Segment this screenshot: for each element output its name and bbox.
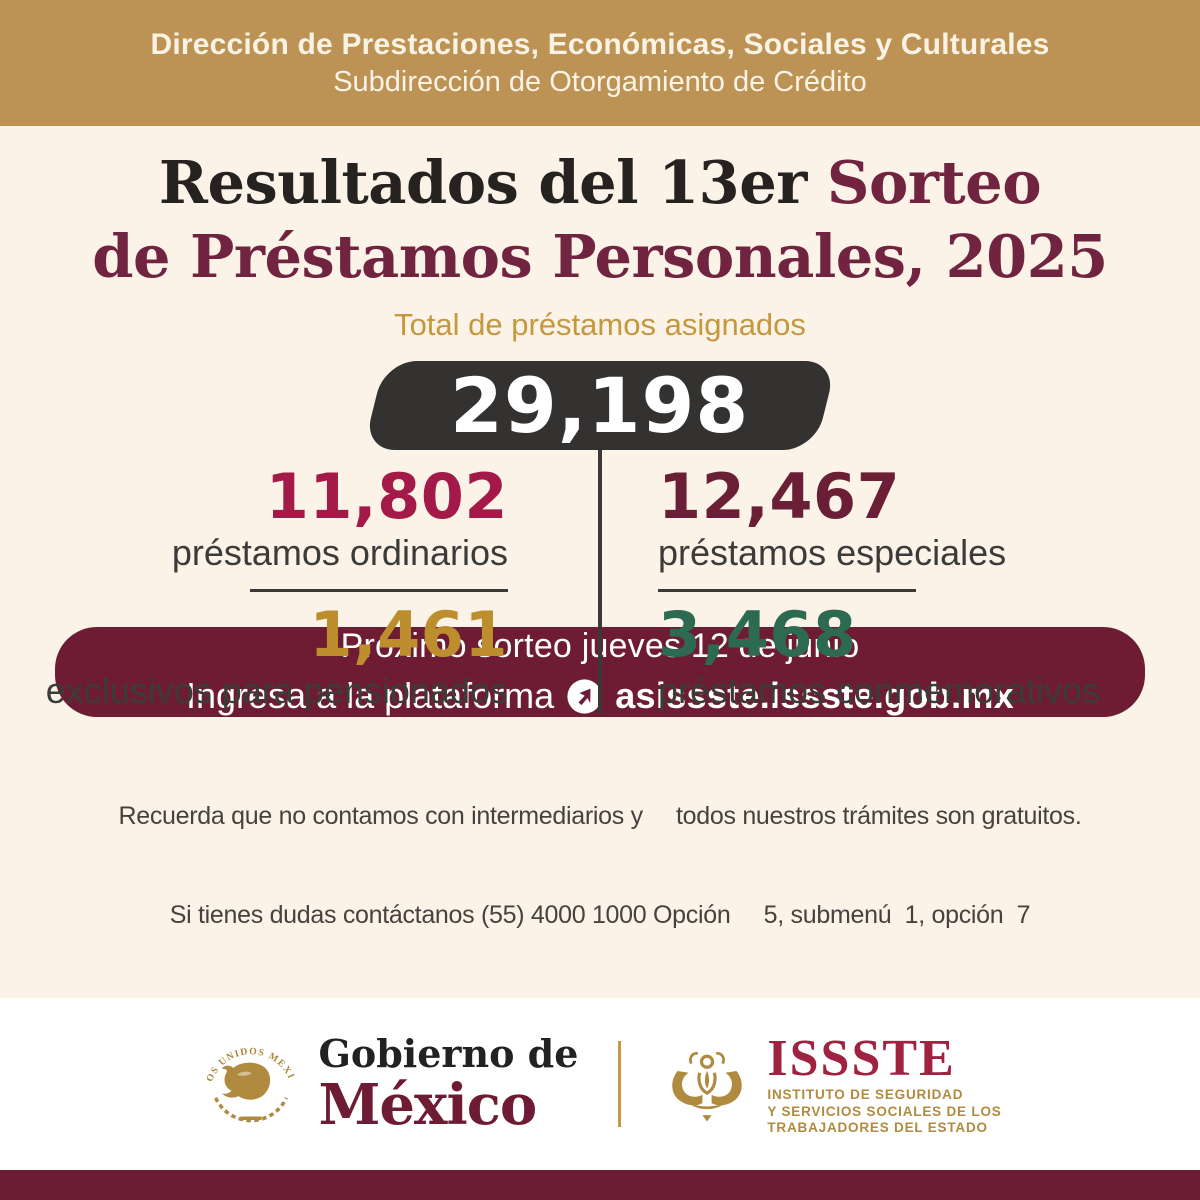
stat-conmemorativos-value: 3,468 — [658, 598, 857, 671]
issste-subtitle-line1: INSTITUTO DE SEGURIDAD — [767, 1087, 964, 1103]
title-line2-text: de Préstamos Personales, 2025 — [92, 222, 1108, 291]
stat-ordinarios-value: 11,802 — [265, 460, 508, 533]
issste-subtitle-line3: TRABAJADORES DEL ESTADO — [767, 1120, 988, 1136]
badge-connector-line — [598, 450, 602, 714]
bottom-accent-strip — [0, 1170, 1200, 1200]
stat-pensionados-label: exclusivos para pensionados — [45, 670, 508, 711]
title-sorteo-text: Sorteo — [826, 148, 1042, 217]
issste-name-text: ISSSTE — [767, 1030, 956, 1088]
platform-line: Ingresa a la plataforma asissste.issste.… — [186, 675, 1014, 717]
fine-print: Recuerda que no contamos con intermediar… — [119, 734, 1082, 998]
stat-pensionados-value: 1,461 — [309, 598, 508, 671]
stat-divider-left — [250, 589, 508, 592]
platform-url-link[interactable]: asissste.issste.gob.mx — [615, 675, 1015, 716]
page-title: Resultados del 13er Sorteo de Préstamos … — [92, 146, 1108, 294]
stat-ordinarios-label: préstamos ordinarios — [171, 532, 508, 573]
logo-divider — [618, 1041, 622, 1127]
cursor-click-icon — [566, 678, 603, 715]
stats-grid: 11,802 préstamos ordinarios 1,461 exclus… — [0, 450, 1200, 712]
footer-logo-bar: ESTADOS UNIDOS MEXICANOS Gobierno de Méx… — [0, 998, 1200, 1170]
main-content: Resultados del 13er Sorteo de Préstamos … — [0, 126, 1200, 998]
mexico-text: México — [318, 1072, 537, 1138]
title-results-text: Resultados del 13er — [158, 148, 807, 217]
issste-logo: ISSSTE INSTITUTO DE SEGURIDAD Y SERVICIO… — [661, 1033, 1001, 1135]
gobierno-de-mexico-logo: ESTADOS UNIDOS MEXICANOS Gobierno de Méx… — [194, 1021, 579, 1140]
total-loans-value: 29,198 — [450, 361, 750, 450]
issste-hands-icon — [661, 1036, 753, 1133]
header-subdirection-title: Subdirección de Otorgamiento de Crédito — [333, 65, 867, 98]
header-direction-title: Dirección de Prestaciones, Económicas, S… — [150, 27, 1050, 61]
mexico-national-seal-icon: ESTADOS UNIDOS MEXICANOS — [194, 1021, 304, 1140]
platform-prefix-text: Ingresa a la plataforma — [185, 675, 555, 716]
stats-section: 11,802 préstamos ordinarios 1,461 exclus… — [0, 450, 1200, 714]
stats-column-right: 12,467 préstamos especiales 3,468 présta… — [600, 466, 1200, 714]
fine-print-line1: Recuerda que no contamos con intermediar… — [118, 802, 1082, 830]
issste-wordmark: ISSSTE INSTITUTO DE SEGURIDAD Y SERVICIO… — [767, 1033, 1001, 1135]
stat-divider-right — [658, 589, 916, 592]
issste-subtitle-line2: Y SERVICIOS SOCIALES DE LOS — [767, 1103, 1002, 1119]
total-loans-label: Total de préstamos asignados — [394, 307, 806, 342]
stat-conmemorativos-label: préstamos conmemorativos — [658, 670, 1101, 711]
fine-print-line2: Si tienes dudas contáctanos (55) 4000 10… — [169, 901, 1031, 929]
gobierno-de-text: Gobierno de — [318, 1031, 579, 1076]
stats-column-left: 11,802 préstamos ordinarios 1,461 exclus… — [0, 466, 600, 714]
total-loans-badge: 29,198 — [362, 361, 838, 450]
gobierno-wordmark: Gobierno de México — [318, 1031, 579, 1138]
stat-especiales-value: 12,467 — [658, 460, 901, 533]
stat-especiales-label: préstamos especiales — [658, 532, 1007, 573]
top-header-bar: Dirección de Prestaciones, Económicas, S… — [0, 0, 1200, 126]
